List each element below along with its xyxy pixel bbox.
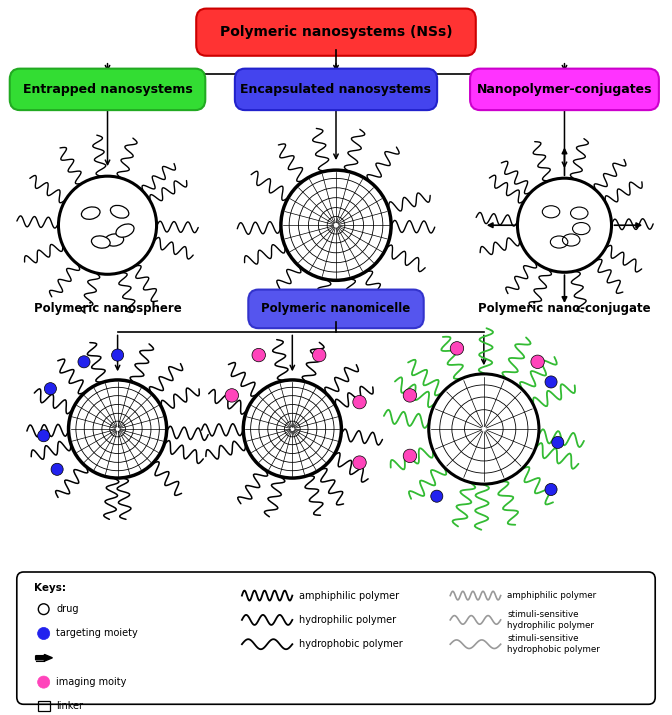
Text: stimuli-sensitive
hydrophobic polymer: stimuli-sensitive hydrophobic polymer — [507, 634, 600, 654]
Text: Keys:: Keys: — [34, 583, 66, 593]
Text: hydrophilic polymer: hydrophilic polymer — [299, 615, 396, 625]
Ellipse shape — [531, 355, 544, 368]
Ellipse shape — [38, 430, 50, 442]
Ellipse shape — [44, 383, 56, 395]
FancyBboxPatch shape — [17, 572, 655, 704]
Text: amphiphilic polymer: amphiphilic polymer — [299, 591, 399, 601]
Ellipse shape — [403, 389, 417, 402]
Text: drug: drug — [56, 604, 79, 614]
Ellipse shape — [51, 463, 63, 475]
Text: Polymeric nano-conjugate: Polymeric nano-conjugate — [478, 302, 650, 315]
Ellipse shape — [552, 436, 564, 448]
Text: linker: linker — [56, 701, 83, 711]
FancyBboxPatch shape — [9, 69, 206, 110]
FancyBboxPatch shape — [196, 9, 476, 56]
Ellipse shape — [312, 348, 326, 362]
Ellipse shape — [78, 356, 90, 368]
Ellipse shape — [110, 205, 129, 218]
FancyBboxPatch shape — [470, 69, 659, 110]
Ellipse shape — [116, 224, 134, 237]
Text: stimuli-sensitive
hydrophilic polymer: stimuli-sensitive hydrophilic polymer — [507, 610, 594, 630]
Text: targeting moiety: targeting moiety — [56, 628, 138, 638]
Text: hydrophobic polymer: hydrophobic polymer — [299, 639, 403, 649]
FancyArrow shape — [36, 654, 52, 661]
Ellipse shape — [243, 380, 341, 478]
Ellipse shape — [353, 395, 366, 409]
Ellipse shape — [38, 628, 50, 639]
Text: amphiphilic polymer: amphiphilic polymer — [507, 591, 597, 600]
Ellipse shape — [58, 176, 157, 275]
Ellipse shape — [105, 234, 124, 246]
Text: Polymeric nanomicelle: Polymeric nanomicelle — [261, 302, 411, 315]
Ellipse shape — [112, 349, 124, 361]
Text: Nanopolymer-conjugates: Nanopolymer-conjugates — [476, 83, 653, 96]
Ellipse shape — [517, 178, 612, 272]
FancyBboxPatch shape — [249, 290, 423, 328]
Ellipse shape — [281, 170, 391, 280]
Ellipse shape — [38, 676, 50, 688]
Ellipse shape — [252, 348, 265, 362]
Ellipse shape — [545, 376, 557, 388]
Ellipse shape — [450, 342, 464, 355]
Text: Polymeric nanosystems (NSs): Polymeric nanosystems (NSs) — [220, 25, 452, 39]
Ellipse shape — [81, 207, 100, 220]
Ellipse shape — [431, 490, 443, 502]
Ellipse shape — [429, 374, 539, 484]
Ellipse shape — [403, 449, 417, 463]
Ellipse shape — [545, 483, 557, 495]
Ellipse shape — [353, 456, 366, 469]
FancyBboxPatch shape — [235, 69, 437, 110]
Text: Encapsulated nanosystems: Encapsulated nanosystems — [241, 83, 431, 96]
Ellipse shape — [91, 236, 110, 248]
Text: Polymeric nanosphere: Polymeric nanosphere — [34, 302, 181, 315]
Ellipse shape — [225, 389, 239, 402]
Text: imaging moity: imaging moity — [56, 677, 127, 687]
Ellipse shape — [69, 380, 167, 478]
Text: Entrapped nanosystems: Entrapped nanosystems — [23, 83, 192, 96]
